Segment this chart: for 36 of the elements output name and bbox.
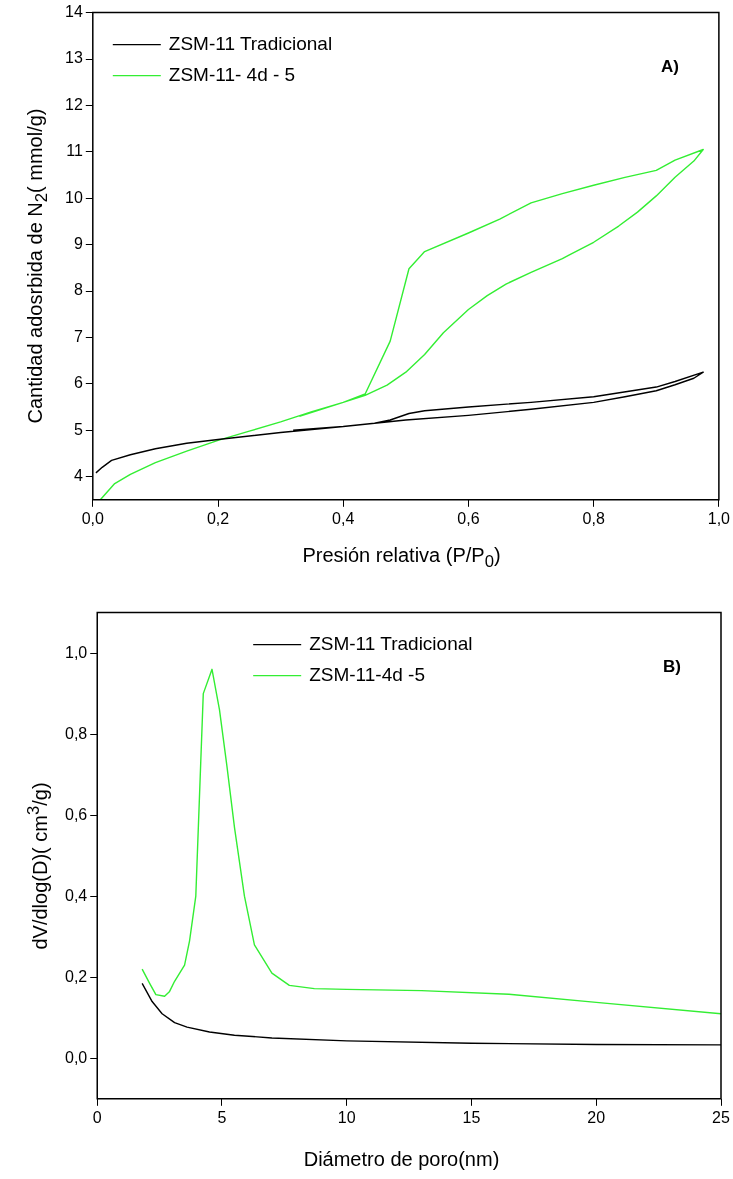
annotation: B) xyxy=(663,657,681,677)
y-tick-label: 7 xyxy=(73,327,83,345)
y-tick-label: 8 xyxy=(73,281,83,299)
y-tick-label: 9 xyxy=(73,235,83,253)
y-tick-label: 1,0 xyxy=(64,643,88,661)
x-tick-label: 10 xyxy=(337,1108,356,1126)
annotation: A) xyxy=(660,57,679,77)
x-tick-label: 0 xyxy=(92,1108,102,1126)
legend-label: ZSM-11-4d -5 xyxy=(309,663,425,685)
x-tick-label: 0,8 xyxy=(582,509,605,527)
x-tick-label: 5 xyxy=(217,1108,227,1126)
x-tick-label: 0,2 xyxy=(206,509,230,527)
y-tick-label: 0,6 xyxy=(64,805,88,823)
y-tick-label: 13 xyxy=(65,49,83,67)
y-tick-label: 6 xyxy=(73,374,83,392)
y-tick-label: 14 xyxy=(65,3,83,21)
y-tick-label: 0,8 xyxy=(64,724,88,742)
legend-label: ZSM-11 Tradicional xyxy=(168,32,333,54)
legend-label: ZSM-11 Tradicional xyxy=(309,632,473,654)
y-tick-label: 0,2 xyxy=(64,967,88,985)
x-tick-label: 0,4 xyxy=(332,509,355,527)
x-tick-label: 20 xyxy=(587,1108,606,1126)
y-tick-label: 11 xyxy=(66,142,83,160)
x-tick-label: 1,0 xyxy=(707,509,731,527)
x-axis-title: Diámetro de poro(nm) xyxy=(302,1148,501,1171)
x-tick-label: 0,6 xyxy=(457,509,480,527)
y-tick-label: 0,0 xyxy=(64,1048,88,1066)
y-tick-label: 5 xyxy=(73,420,83,438)
x-axis-title: Presión relativa (P/P$_{0}$) xyxy=(301,544,502,572)
y-tick-label: 10 xyxy=(65,188,83,206)
legend-label: ZSM-11- 4d - 5 xyxy=(168,63,296,85)
y-tick-label: 12 xyxy=(65,95,83,113)
x-tick-label: 15 xyxy=(462,1108,481,1126)
y-tick-label: 4 xyxy=(73,467,83,485)
x-tick-label: 25 xyxy=(712,1108,730,1126)
y-tick-label: 0,4 xyxy=(64,886,88,904)
